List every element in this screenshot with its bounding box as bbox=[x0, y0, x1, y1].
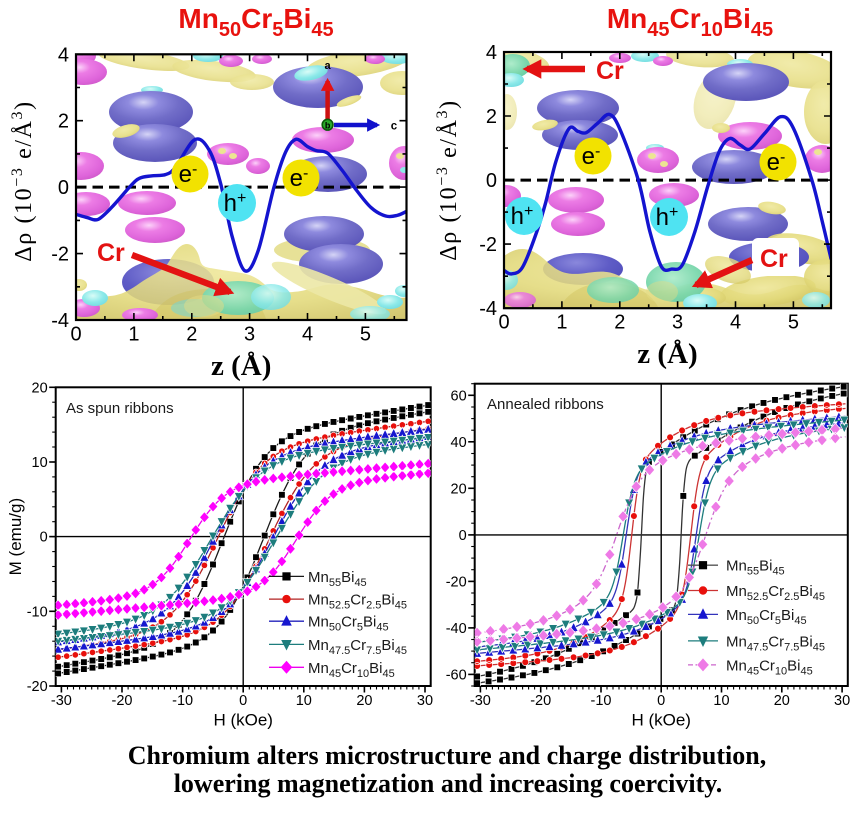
svg-text:M (emu/g): M (emu/g) bbox=[6, 498, 25, 575]
svg-text:-4: -4 bbox=[479, 298, 497, 320]
svg-text:-30: -30 bbox=[470, 693, 491, 709]
svg-text:30: 30 bbox=[417, 693, 433, 709]
svg-text:c: c bbox=[391, 121, 398, 133]
svg-text:10: 10 bbox=[713, 693, 729, 709]
svg-text:0: 0 bbox=[58, 177, 69, 199]
svg-text:-10: -10 bbox=[591, 693, 612, 709]
svg-text:5: 5 bbox=[360, 324, 371, 346]
svg-text:2: 2 bbox=[58, 111, 69, 133]
svg-text:-60: -60 bbox=[446, 667, 467, 683]
svg-text:0: 0 bbox=[486, 170, 497, 192]
svg-text:10: 10 bbox=[296, 693, 312, 709]
svg-text:20: 20 bbox=[451, 481, 467, 497]
svg-text:Mn55​Bi45​: Mn55​Bi45​ bbox=[308, 569, 367, 589]
svg-text:0: 0 bbox=[459, 528, 467, 544]
svg-text:0: 0 bbox=[70, 324, 81, 346]
svg-text:30: 30 bbox=[834, 693, 850, 709]
svg-text:2: 2 bbox=[486, 106, 497, 128]
svg-text:lowering magnetization and inc: lowering magnetization and increasing co… bbox=[174, 769, 723, 798]
svg-text:Cr: Cr bbox=[760, 245, 788, 273]
svg-text:4: 4 bbox=[730, 312, 741, 334]
svg-text:3: 3 bbox=[672, 312, 683, 334]
svg-text:b: b bbox=[325, 121, 331, 131]
svg-text:Annealed ribbons: Annealed ribbons bbox=[487, 396, 604, 413]
svg-text:-40: -40 bbox=[446, 621, 467, 637]
svg-text:Mn45​Cr10​Bi45​: Mn45​Cr10​Bi45​ bbox=[726, 657, 813, 677]
svg-text:-10: -10 bbox=[27, 604, 48, 620]
svg-text:-4: -4 bbox=[51, 310, 69, 332]
svg-text:4: 4 bbox=[58, 44, 69, 66]
svg-text:Mn47.5​Cr7.5​Bi45​: Mn47.5​Cr7.5​Bi45​ bbox=[726, 633, 825, 653]
svg-text:Mn52.5​Cr2.5​Bi45​: Mn52.5​Cr2.5​Bi45​ bbox=[308, 592, 407, 612]
svg-text:a: a bbox=[325, 60, 332, 72]
svg-text:0: 0 bbox=[657, 693, 665, 709]
svg-text:4: 4 bbox=[486, 42, 497, 64]
svg-text:Cr: Cr bbox=[596, 57, 624, 85]
svg-text:0: 0 bbox=[40, 530, 48, 546]
svg-text:Cr: Cr bbox=[97, 239, 125, 267]
svg-text:Chromium alters microstructure: Chromium alters microstructure and charg… bbox=[128, 741, 766, 770]
svg-text:5: 5 bbox=[788, 312, 799, 334]
svg-text:3: 3 bbox=[244, 324, 255, 346]
svg-text:2: 2 bbox=[614, 312, 625, 334]
svg-text:Mn50Cr5Bi45: Mn50Cr5Bi45 bbox=[178, 3, 333, 41]
svg-text:0: 0 bbox=[498, 312, 509, 334]
svg-text:1: 1 bbox=[128, 324, 139, 346]
svg-text:-2: -2 bbox=[51, 244, 69, 266]
svg-text:20: 20 bbox=[356, 693, 372, 709]
svg-text:20: 20 bbox=[32, 380, 48, 396]
svg-text:-2: -2 bbox=[479, 234, 497, 256]
svg-text:Mn45​Cr10​Bi45​: Mn45​Cr10​Bi45​ bbox=[308, 660, 395, 680]
svg-text:Mn50​Cr5​Bi45​: Mn50​Cr5​Bi45​ bbox=[726, 607, 807, 627]
svg-text:H (kOe): H (kOe) bbox=[213, 711, 273, 730]
svg-text:z (Å): z (Å) bbox=[637, 338, 697, 370]
svg-text:As spun ribbons: As spun ribbons bbox=[66, 400, 174, 417]
svg-text:60: 60 bbox=[451, 388, 467, 404]
svg-text:40: 40 bbox=[451, 435, 467, 451]
svg-text:-20: -20 bbox=[27, 679, 48, 695]
svg-text:Mn55​Bi45​: Mn55​Bi45​ bbox=[726, 558, 785, 578]
svg-text:0: 0 bbox=[239, 693, 247, 709]
svg-text:-20: -20 bbox=[530, 693, 551, 709]
svg-text:2: 2 bbox=[186, 324, 197, 346]
svg-text:4: 4 bbox=[302, 324, 313, 346]
svg-text:Δρ (10−3 e/Å3): Δρ (10−3 e/Å3) bbox=[434, 99, 462, 261]
svg-text:-20: -20 bbox=[446, 574, 467, 590]
svg-text:H (kOe): H (kOe) bbox=[631, 711, 691, 730]
svg-text:-30: -30 bbox=[51, 693, 72, 709]
svg-text:Mn50​Cr5​Bi45​: Mn50​Cr5​Bi45​ bbox=[308, 614, 389, 634]
svg-text:z (Å): z (Å) bbox=[211, 350, 271, 382]
svg-text:1: 1 bbox=[556, 312, 567, 334]
svg-text:-10: -10 bbox=[172, 693, 193, 709]
svg-text:10: 10 bbox=[32, 455, 48, 471]
svg-text:-20: -20 bbox=[112, 693, 133, 709]
svg-text:20: 20 bbox=[774, 693, 790, 709]
svg-text:Mn47.5​Cr7.5​Bi45​: Mn47.5​Cr7.5​Bi45​ bbox=[308, 637, 407, 657]
